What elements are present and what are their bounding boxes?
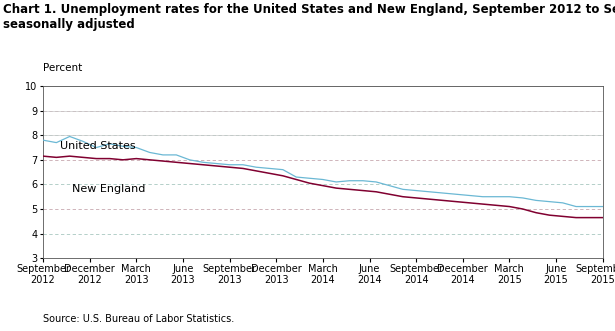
Text: Percent: Percent	[43, 63, 82, 73]
Text: Source: U.S. Bureau of Labor Statistics.: Source: U.S. Bureau of Labor Statistics.	[43, 314, 234, 324]
Text: Chart 1. Unemployment rates for the United States and New England, September 201: Chart 1. Unemployment rates for the Unit…	[3, 3, 615, 31]
Text: United States: United States	[60, 141, 135, 152]
Text: New England: New England	[73, 184, 146, 194]
